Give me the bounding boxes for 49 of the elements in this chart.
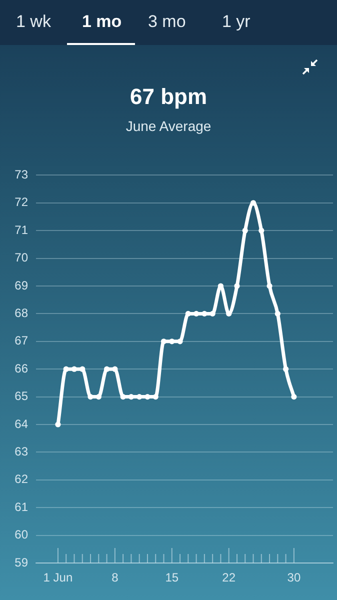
text: 3 mo — [148, 12, 186, 32]
text: 1 yr — [222, 12, 250, 32]
y-tick-label: 69 — [14, 278, 28, 292]
point — [88, 394, 94, 400]
point — [266, 283, 272, 289]
point — [144, 394, 150, 400]
point — [226, 310, 232, 316]
point — [63, 366, 69, 372]
point — [291, 394, 297, 400]
y-tick-label: 70 — [14, 250, 28, 265]
point — [258, 228, 264, 234]
point — [177, 338, 183, 344]
y-tick-label: 68 — [14, 306, 28, 320]
y-tick-label: 71 — [14, 222, 28, 237]
y-tick-label: 60 — [14, 528, 28, 542]
text: 1 mo — [82, 12, 122, 32]
y-tick-label: 59 — [14, 555, 28, 570]
chart-subtitle: June Average — [124, 118, 212, 134]
point — [234, 283, 240, 289]
x-tick-label: 1 Jun — [43, 570, 73, 585]
point — [169, 338, 175, 344]
x-tick-label: 30 — [287, 570, 301, 585]
y-tick-label: 62 — [14, 472, 28, 486]
point — [104, 366, 110, 372]
y-tick-label: 65 — [14, 389, 28, 404]
point — [210, 310, 216, 316]
point — [250, 200, 256, 206]
x-tick-label: 22 — [222, 570, 236, 585]
point — [283, 366, 289, 372]
y-tick-label: 63 — [14, 444, 28, 459]
y-tick-label: 64 — [14, 416, 28, 431]
point — [55, 422, 61, 428]
point — [112, 366, 118, 372]
x-tick-label: 15 — [165, 570, 179, 585]
chart-title: 67 bpm — [128, 84, 208, 110]
point — [274, 310, 280, 316]
y-tick-label: 66 — [14, 361, 28, 376]
point — [80, 366, 86, 372]
y-tick-label: 72 — [14, 195, 28, 210]
point — [185, 310, 191, 316]
text: 1 wk — [16, 12, 51, 32]
x-tick-label: 8 — [112, 570, 119, 585]
y-tick-label: 61 — [14, 500, 28, 514]
point — [120, 394, 126, 400]
point — [202, 310, 208, 316]
y-tick-label: 73 — [14, 168, 28, 182]
point — [71, 366, 78, 372]
point — [242, 228, 248, 234]
y-tick-label: 67 — [14, 334, 28, 348]
